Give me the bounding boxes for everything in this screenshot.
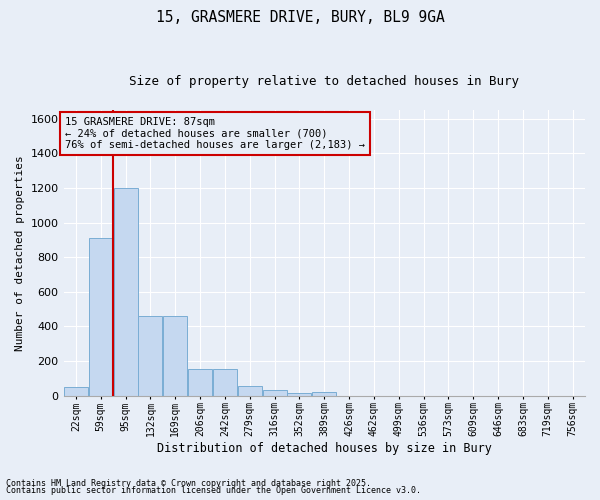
Text: Contains public sector information licensed under the Open Government Licence v3: Contains public sector information licen… (6, 486, 421, 495)
Bar (64, 387, 88, 396)
Bar (287, 393, 311, 396)
Text: Contains HM Land Registry data © Crown copyright and database right 2025.: Contains HM Land Registry data © Crown c… (6, 478, 371, 488)
Bar (263, 390, 287, 396)
Text: 15, GRASMERE DRIVE, BURY, BL9 9GA: 15, GRASMERE DRIVE, BURY, BL9 9GA (155, 10, 445, 25)
Bar (238, 386, 262, 396)
Bar (139, 316, 163, 396)
Y-axis label: Number of detached properties: Number of detached properties (15, 155, 25, 350)
Bar (89, 238, 113, 396)
Bar (312, 392, 337, 396)
Title: Size of property relative to detached houses in Bury: Size of property relative to detached ho… (129, 75, 519, 88)
X-axis label: Distribution of detached houses by size in Bury: Distribution of detached houses by size … (157, 442, 492, 455)
Bar (163, 316, 187, 396)
Bar (113, 188, 137, 396)
Text: 15 GRASMERE DRIVE: 87sqm
← 24% of detached houses are smaller (700)
76% of semi-: 15 GRASMERE DRIVE: 87sqm ← 24% of detach… (65, 117, 365, 150)
Bar (188, 369, 212, 396)
Bar (213, 369, 237, 396)
